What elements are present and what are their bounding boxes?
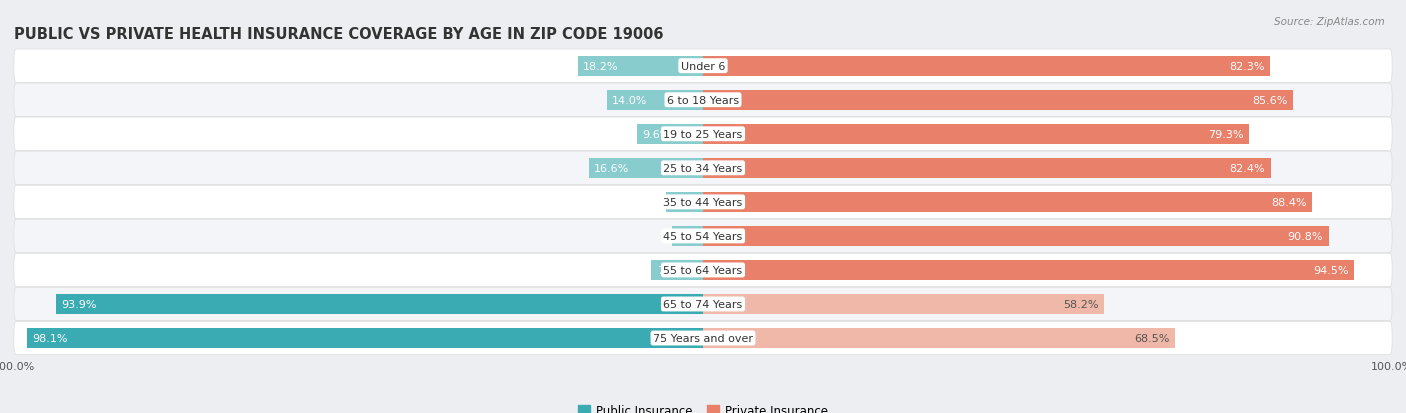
FancyBboxPatch shape <box>14 186 1392 219</box>
Text: 7.5%: 7.5% <box>657 265 685 275</box>
Text: 90.8%: 90.8% <box>1288 231 1323 241</box>
FancyBboxPatch shape <box>14 118 1392 151</box>
Text: 75 Years and over: 75 Years and over <box>652 333 754 343</box>
Bar <box>672 226 703 246</box>
FancyBboxPatch shape <box>14 50 1392 83</box>
Text: 93.9%: 93.9% <box>62 299 97 309</box>
Bar <box>703 192 1312 212</box>
Bar <box>666 192 703 212</box>
Bar <box>637 125 703 144</box>
Text: 6 to 18 Years: 6 to 18 Years <box>666 95 740 105</box>
Bar <box>703 294 1104 314</box>
Text: 25 to 34 Years: 25 to 34 Years <box>664 164 742 173</box>
Text: 82.4%: 82.4% <box>1230 164 1265 173</box>
Text: 5.4%: 5.4% <box>671 197 700 207</box>
FancyBboxPatch shape <box>14 84 1392 117</box>
Text: 98.1%: 98.1% <box>32 333 67 343</box>
FancyBboxPatch shape <box>14 287 1392 321</box>
Text: 58.2%: 58.2% <box>1063 299 1098 309</box>
Text: Under 6: Under 6 <box>681 62 725 71</box>
Bar <box>703 125 1250 144</box>
Text: Source: ZipAtlas.com: Source: ZipAtlas.com <box>1274 17 1385 26</box>
FancyBboxPatch shape <box>14 152 1392 185</box>
Text: 85.6%: 85.6% <box>1251 95 1288 105</box>
Bar <box>606 90 703 110</box>
Text: 19 to 25 Years: 19 to 25 Years <box>664 129 742 140</box>
Text: 82.3%: 82.3% <box>1229 62 1264 71</box>
Text: 88.4%: 88.4% <box>1271 197 1306 207</box>
Bar <box>578 57 703 76</box>
Text: 18.2%: 18.2% <box>583 62 619 71</box>
Text: 45 to 54 Years: 45 to 54 Years <box>664 231 742 241</box>
Bar <box>589 159 703 178</box>
FancyBboxPatch shape <box>14 254 1392 287</box>
Text: 16.6%: 16.6% <box>595 164 630 173</box>
Text: 9.6%: 9.6% <box>643 129 671 140</box>
Text: 4.5%: 4.5% <box>678 231 706 241</box>
Bar <box>703 57 1270 76</box>
Bar <box>703 226 1329 246</box>
Text: 79.3%: 79.3% <box>1208 129 1244 140</box>
Bar <box>703 261 1354 280</box>
Bar <box>27 328 703 348</box>
Text: 65 to 74 Years: 65 to 74 Years <box>664 299 742 309</box>
Text: 14.0%: 14.0% <box>612 95 647 105</box>
Legend: Public Insurance, Private Insurance: Public Insurance, Private Insurance <box>578 404 828 413</box>
FancyBboxPatch shape <box>14 322 1392 355</box>
Bar <box>703 328 1175 348</box>
Text: PUBLIC VS PRIVATE HEALTH INSURANCE COVERAGE BY AGE IN ZIP CODE 19006: PUBLIC VS PRIVATE HEALTH INSURANCE COVER… <box>14 26 664 41</box>
Text: 55 to 64 Years: 55 to 64 Years <box>664 265 742 275</box>
Bar <box>651 261 703 280</box>
Text: 35 to 44 Years: 35 to 44 Years <box>664 197 742 207</box>
Text: 68.5%: 68.5% <box>1135 333 1170 343</box>
Bar <box>56 294 703 314</box>
Bar <box>703 90 1292 110</box>
Text: 94.5%: 94.5% <box>1313 265 1348 275</box>
FancyBboxPatch shape <box>14 220 1392 253</box>
Bar <box>703 159 1271 178</box>
